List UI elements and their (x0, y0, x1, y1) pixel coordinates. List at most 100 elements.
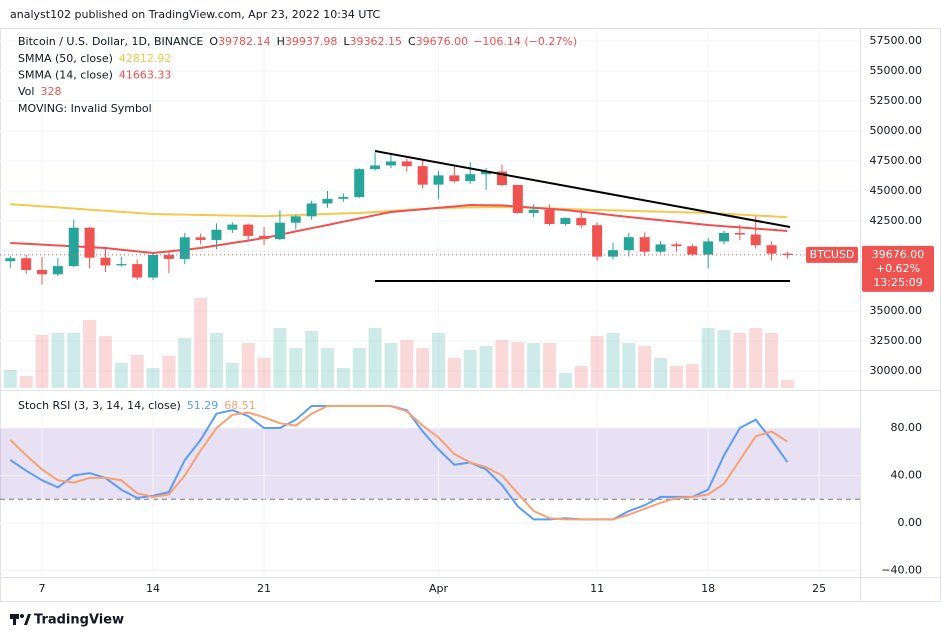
volume-bar (400, 340, 414, 388)
y-tick-label: 35000.00 (870, 304, 923, 317)
candle-body (290, 216, 301, 223)
ohlc-key: L (343, 35, 350, 48)
volume-bar (273, 328, 287, 388)
volume-bar (3, 370, 17, 388)
volume-bar (352, 348, 366, 388)
y-tick-label: 50000.00 (870, 124, 923, 137)
candle-body (766, 245, 777, 254)
candle-body (512, 185, 523, 213)
candle-body (703, 241, 714, 255)
y-tick-label: 57500.00 (870, 34, 923, 47)
volume-bar (225, 363, 239, 388)
legend-value: 68.51 (224, 399, 256, 412)
candle-body (338, 197, 349, 199)
volume-bar (257, 358, 271, 388)
candle-body (639, 237, 650, 252)
candle-body (163, 254, 174, 259)
price-badge-text: 13:25:09 (873, 276, 922, 289)
candle-body (195, 237, 206, 240)
volume-bar (463, 350, 477, 388)
volume-bar (733, 333, 747, 388)
candle-body (5, 258, 16, 262)
candle-body (385, 161, 396, 166)
candle-body (21, 258, 32, 270)
ohlc-value: 39676.00 (416, 35, 469, 48)
candle-body (750, 234, 761, 246)
volume-bar (638, 346, 652, 388)
candle-body (179, 237, 190, 259)
volume-bar (194, 298, 208, 388)
legend-name: SMMA (50, close) (18, 52, 113, 65)
volume-bar (67, 333, 81, 388)
ohlc-value: 39937.98 (285, 35, 338, 48)
candle-body (370, 165, 381, 170)
price-badge-text: +0.62% (876, 262, 920, 275)
y-tick-label: 45000.00 (870, 184, 923, 197)
candle-body (243, 224, 254, 236)
legend-value: 41663.33 (119, 69, 172, 82)
volume-bar (749, 328, 763, 388)
volume-bar (289, 348, 303, 388)
symbol-title: Bitcoin / U.S. Dollar, 1D, BINANCE (18, 35, 203, 48)
ohlc-key: O (209, 35, 218, 48)
volume-bar (780, 380, 794, 388)
volume-bar (558, 373, 572, 388)
candle-body (560, 217, 571, 224)
legend-name: Stoch RSI (3, 3, 14, 14, close) (18, 399, 181, 412)
indicator-error: MOVING: Invalid Symbol (18, 102, 152, 115)
x-tick-label: 14 (146, 582, 160, 595)
volume-bar (368, 328, 382, 388)
logo-part (20, 614, 24, 618)
volume-bar (162, 356, 176, 388)
legend-name: SMMA (14, close) (18, 69, 113, 82)
legend-value: 51.29 (187, 399, 219, 412)
volume-bar (590, 336, 604, 388)
candle-body (274, 222, 285, 239)
x-tick-label: 21 (257, 582, 271, 595)
candle-body (433, 175, 444, 185)
volume-bar (98, 336, 112, 388)
legend-line: SMMA (50, close) 42812.92 (18, 52, 171, 65)
volume-bar (479, 346, 493, 388)
price-badge-text: 39676.00 (872, 248, 925, 261)
publisher: analyst102 published on TradingView.com,… (10, 8, 381, 21)
volume-bar (685, 364, 699, 388)
ohlc-value: 39362.15 (349, 35, 402, 48)
candle-body (671, 244, 682, 247)
candle-body (354, 169, 365, 198)
y-tick-label: 55000.00 (870, 64, 923, 77)
ohlc-value: 39782.14 (218, 35, 271, 48)
ohlc-key: C (408, 35, 416, 48)
candle-body (68, 227, 79, 267)
legend-name: Vol (18, 85, 34, 98)
candle-body (322, 198, 333, 204)
x-tick-label: 18 (701, 582, 715, 595)
candle-body (449, 175, 460, 182)
volume-bar (321, 348, 334, 388)
y-tick-label: 47500.00 (870, 154, 923, 167)
ohlc-change: −106.14 (−0.27%) (473, 35, 577, 48)
x-tick-label: 7 (39, 582, 46, 595)
candle-body (148, 254, 159, 278)
volume-bar (305, 331, 319, 388)
y-tick-label: 42500.00 (870, 214, 923, 227)
volume-bar (336, 368, 350, 388)
stoch-line (9, 405, 788, 521)
volume-bar (83, 320, 97, 388)
legend-value: 42812.92 (119, 52, 172, 65)
candle-body (481, 171, 492, 175)
candle-body (417, 166, 428, 185)
x-tick-label: 25 (812, 582, 826, 595)
volume-bar (432, 333, 446, 388)
legend-line: Stoch RSI (3, 3, 14, 14, close) 51.29 68.5… (18, 399, 256, 412)
candle-body (259, 235, 270, 239)
candle-body (116, 264, 127, 266)
volume-bar (178, 338, 192, 388)
volume-bar (416, 348, 430, 388)
volume-bar (717, 330, 731, 388)
volume-bar (447, 358, 461, 388)
candle-body (496, 171, 507, 186)
symbol-badge-bg (806, 246, 858, 263)
